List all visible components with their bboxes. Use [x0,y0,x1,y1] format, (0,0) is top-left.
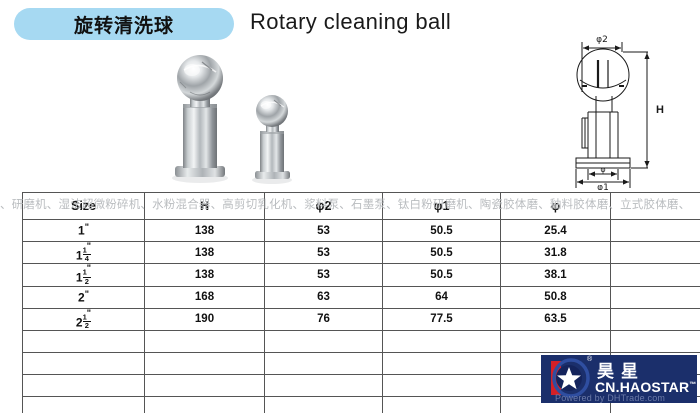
cell-phi: 50.8 [500,285,611,309]
col-header-blank-1 [610,192,700,220]
logo-brand-cn: 昊星 [597,362,645,382]
cell-phi1: 50.5 [382,263,501,287]
table-row: 1 1" 4 138 53 50.5 31.8 [22,240,700,265]
cell-phi1: 77.5 [382,307,501,331]
cell-empty [22,351,145,375]
trademark-mark: ™ [689,381,697,389]
cell-h: 168 [144,285,265,309]
cell-phi: 63.5 [500,307,611,331]
cell-empty [144,373,265,397]
cell-phi: 31.8 [500,240,611,265]
haostar-logo-mark [551,358,590,398]
cell-phi: 38.1 [500,263,611,287]
page-title-cn: 旋转清洗球 [73,14,174,37]
registered-mark: ® [587,356,593,363]
cell-h: 190 [144,307,265,331]
cell-empty [264,373,383,397]
table-row: 1 1" 2 138 53 50.5 38.1 [22,263,700,287]
col-header-size: Size [22,192,145,220]
col-header-phi1: φ1 [382,192,501,220]
page-title-en: Rotary cleaning ball [250,9,452,34]
cell-size: 2" [22,285,145,309]
cell-phi2: 53 [264,240,383,265]
cell-phi2: 53 [264,219,383,242]
cell-empty [382,351,501,375]
cell-phi: 25.4 [500,219,611,242]
col-header-h: H [144,192,265,220]
col-header-phi2: φ2 [264,192,383,220]
table-row: 2" 168 63 64 50.8 [22,285,700,309]
col-header-phi: φ [500,192,611,220]
powered-by-watermark: Powered by DHTrade.com [555,393,666,403]
cell-h: 138 [144,263,265,287]
cell-phi2: 53 [264,263,383,287]
table-row-empty [22,329,700,353]
dimension-diagram: φ2 H φ φ1 [575,35,664,193]
cell-empty [264,395,383,413]
logo-brand-en: CN.HAOSTAR™ [595,379,697,395]
cell-size: 1 1" 4 [22,240,145,265]
dim-label-phi1: φ1 [597,183,609,190]
cell-blank-1 [610,240,700,265]
cell-empty [382,395,501,413]
cell-phi1: 64 [382,285,501,309]
cell-empty [22,373,145,397]
cell-empty [500,329,611,353]
cell-phi2: 76 [264,307,383,331]
cell-blank-1 [610,307,700,331]
cell-size: 2 1" 2 [22,307,145,331]
table-row: 1" 138 53 50.5 25.4 [22,219,700,242]
dim-label-phi2: φ2 [596,35,608,45]
cell-blank-1 [610,263,700,287]
cell-empty [22,329,145,353]
product-photo [150,48,350,188]
cell-phi2: 63 [264,285,383,309]
cell-empty [22,395,145,413]
cell-phi1: 50.5 [382,219,501,242]
cell-empty [144,351,265,375]
cell-phi1: 50.5 [382,240,501,265]
cell-blank-1 [610,285,700,309]
cell-empty [144,395,265,413]
cell-empty [264,329,383,353]
logo-brand-en-text: CN.HAOSTAR [595,379,690,395]
cell-h: 138 [144,219,265,242]
dim-label-h: H [656,104,664,116]
cell-empty [382,373,501,397]
cell-blank-1 [610,219,700,242]
cell-empty [382,329,501,353]
page-header: 旋转清洗球 Rotary cleaning ball [0,0,700,48]
cell-size: 1" [22,219,145,242]
cell-h: 138 [144,240,265,265]
cell-empty [144,329,265,353]
cell-size: 1 1" 2 [22,263,145,287]
company-logo: ® 昊星 CN.HAOSTAR™ Powered by DHTrade.com [541,355,697,403]
dim-label-phi: φ [600,165,605,174]
table-header-row: Size H φ2 φ1 φ [22,192,700,220]
technical-drawing: φ2 H φ φ1 [552,30,700,193]
cell-empty [610,329,700,353]
table-row: 2 1" 2 190 76 77.5 63.5 [22,307,700,331]
cell-empty [264,351,383,375]
title-badge-chinese: 旋转清洗球 [14,8,234,40]
rotary-cleaning-ball-illustration [172,55,292,184]
